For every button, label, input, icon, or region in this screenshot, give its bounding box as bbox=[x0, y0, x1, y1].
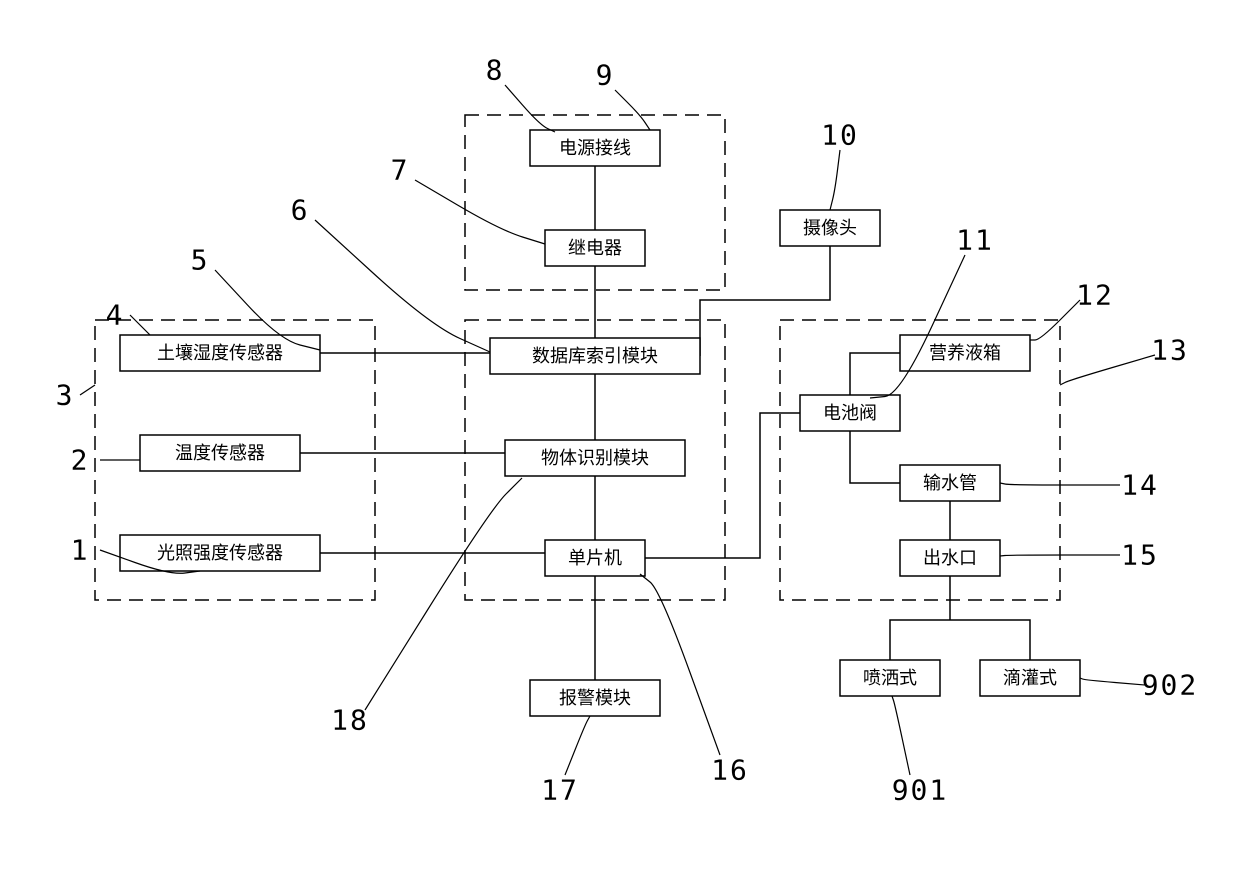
callout-leader-9 bbox=[615, 90, 650, 130]
label-outlet: 出水口 bbox=[923, 548, 977, 568]
callout-number-18: 18 bbox=[331, 704, 369, 737]
callout-leader-8 bbox=[505, 85, 555, 132]
label-nutrient_tank: 营养液箱 bbox=[929, 343, 1001, 363]
callout-number-7: 7 bbox=[391, 154, 410, 187]
connector bbox=[645, 413, 800, 558]
callout-number-8: 8 bbox=[486, 54, 505, 87]
callout-leader-901 bbox=[892, 696, 910, 775]
callout-leader-11 bbox=[870, 255, 965, 398]
label-obj_recog: 物体识别模块 bbox=[541, 448, 649, 468]
callout-leader-6 bbox=[315, 220, 490, 352]
callout-number-6: 6 bbox=[291, 194, 310, 227]
label-soil_humidity: 土壤湿度传感器 bbox=[157, 343, 283, 363]
callout-number-15: 15 bbox=[1121, 539, 1159, 572]
callout-number-9: 9 bbox=[596, 59, 615, 92]
callout-number-902: 902 bbox=[1142, 669, 1199, 702]
callout-number-12: 12 bbox=[1076, 279, 1114, 312]
label-relay: 继电器 bbox=[568, 238, 622, 258]
callout-leader-10 bbox=[830, 150, 840, 210]
label-camera: 摄像头 bbox=[803, 218, 857, 238]
callout-number-10: 10 bbox=[821, 119, 859, 152]
connector bbox=[850, 353, 900, 395]
callout-number-3: 3 bbox=[56, 379, 75, 412]
connector bbox=[700, 246, 830, 356]
label-battery_valve: 电池阀 bbox=[823, 403, 877, 423]
callout-leader-16 bbox=[640, 574, 720, 755]
callout-number-14: 14 bbox=[1121, 469, 1159, 502]
label-drip: 滴灌式 bbox=[1003, 668, 1057, 688]
callout-number-1: 1 bbox=[71, 534, 90, 567]
connector bbox=[890, 620, 950, 660]
label-spray: 喷洒式 bbox=[863, 668, 917, 688]
callout-number-16: 16 bbox=[711, 754, 749, 787]
callout-leader-3 bbox=[80, 385, 95, 395]
block-diagram: 土壤湿度传感器温度传感器光照强度传感器 数据库索引模块物体识别模块单片机 电源接线继… bbox=[0, 0, 1240, 880]
label-alarm: 报警模块 bbox=[559, 688, 631, 708]
callout-leader-13 bbox=[1060, 355, 1155, 385]
callout-number-17: 17 bbox=[541, 774, 579, 807]
label-power_wire: 电源接线 bbox=[559, 138, 631, 158]
callout-number-2: 2 bbox=[71, 444, 90, 477]
label-water_pipe: 输水管 bbox=[923, 473, 977, 493]
label-mcu: 单片机 bbox=[568, 548, 622, 568]
label-light_sensor: 光照强度传感器 bbox=[157, 543, 283, 563]
callout-leader-17 bbox=[565, 716, 590, 775]
callout-leader-4 bbox=[130, 315, 150, 335]
callout-leader-902 bbox=[1080, 678, 1145, 685]
callout-number-5: 5 bbox=[191, 244, 210, 277]
callout-number-13: 13 bbox=[1151, 334, 1189, 367]
connector bbox=[850, 431, 900, 483]
label-temp_sensor: 温度传感器 bbox=[175, 443, 265, 463]
callout-number-4: 4 bbox=[106, 299, 125, 332]
callout-leader-7 bbox=[415, 180, 545, 244]
label-db_index: 数据库索引模块 bbox=[532, 346, 658, 366]
callout-leader-18 bbox=[365, 478, 522, 710]
callout-number-11: 11 bbox=[956, 224, 994, 257]
callout-number-901: 901 bbox=[892, 774, 949, 807]
connector bbox=[950, 620, 1030, 660]
